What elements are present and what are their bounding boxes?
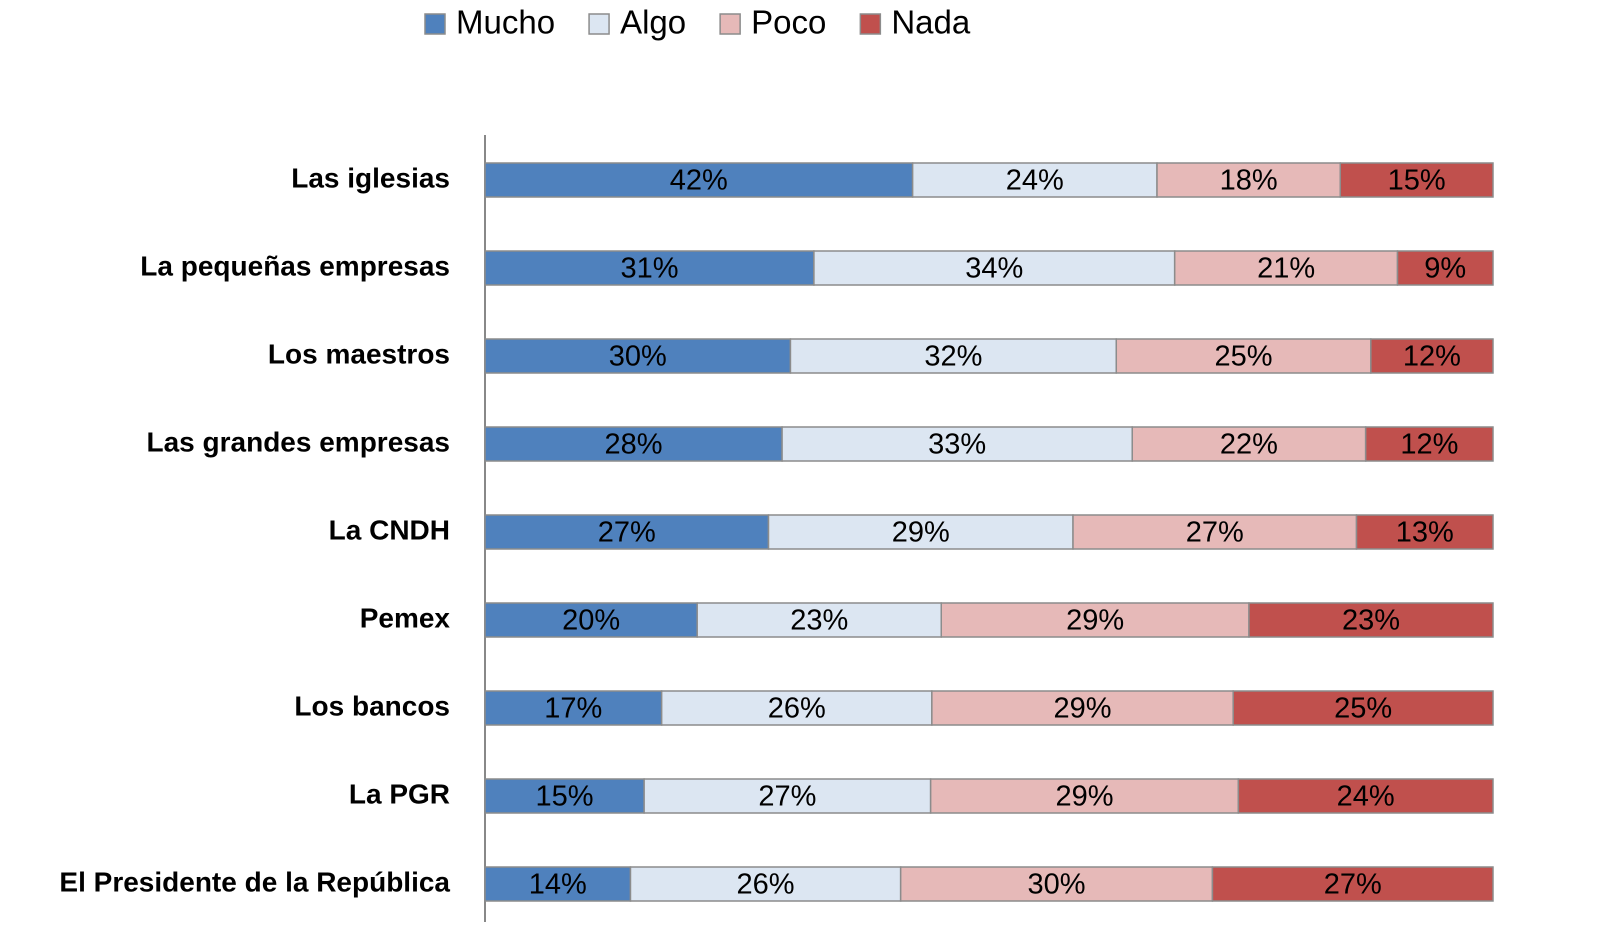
bar-segment	[813, 250, 1176, 286]
category-label: Los maestros	[268, 338, 450, 369]
value-label: 27%	[758, 781, 816, 813]
bar-segment	[931, 690, 1234, 726]
category-label: Los bancos	[294, 690, 450, 721]
bar-segment	[1339, 162, 1494, 198]
bar-segment	[1211, 866, 1494, 902]
bar-segment	[629, 866, 902, 902]
bar-segment	[1248, 602, 1494, 638]
value-label: 42%	[670, 165, 728, 197]
value-label: 27%	[598, 517, 656, 549]
bar-segment	[911, 162, 1158, 198]
bar-segment	[484, 338, 792, 374]
category-label: El Presidente de la República	[59, 866, 450, 897]
legend-swatch	[859, 13, 882, 35]
value-label: 25%	[1215, 341, 1273, 373]
category-label: Las grandes empresas	[147, 426, 451, 457]
category-label: La pequeñas empresas	[140, 250, 450, 281]
value-label: 12%	[1403, 341, 1461, 373]
bar-segment	[1396, 250, 1494, 286]
value-label: 21%	[1257, 253, 1315, 285]
value-label: 13%	[1396, 517, 1454, 549]
legend-swatch	[588, 13, 610, 35]
value-label: 12%	[1400, 429, 1458, 461]
bar-segment	[484, 514, 770, 550]
value-label: 34%	[965, 253, 1023, 285]
value-label: 32%	[924, 341, 982, 373]
value-label: 9%	[1424, 253, 1466, 285]
value-label: 24%	[1337, 781, 1395, 813]
bar-segment	[940, 602, 1250, 638]
bar-segment	[781, 426, 1133, 462]
value-label: 25%	[1334, 693, 1392, 725]
value-label: 27%	[1186, 517, 1244, 549]
value-label: 30%	[609, 341, 667, 373]
value-label: 15%	[536, 781, 594, 813]
legend-label: Mucho	[456, 4, 555, 41]
value-label: 29%	[1066, 605, 1124, 637]
category-label: Pemex	[360, 602, 451, 633]
value-label: 20%	[562, 605, 620, 637]
bar-segment	[789, 338, 1118, 374]
bar-segment	[899, 866, 1214, 902]
legend-label: Nada	[891, 4, 971, 41]
legend-swatch	[424, 13, 446, 35]
legend-label: Poco	[751, 4, 826, 41]
value-label: 26%	[737, 869, 795, 901]
legend-swatch	[719, 13, 741, 35]
category-label: Las iglesias	[291, 162, 450, 193]
value-label: 30%	[1028, 869, 1086, 901]
bar-segment	[1131, 426, 1367, 462]
bar-segment	[484, 778, 645, 814]
bar-segment	[643, 778, 932, 814]
value-label: 27%	[1324, 869, 1382, 901]
bar-segment	[1370, 338, 1494, 374]
bar-segment	[1156, 162, 1342, 198]
value-label: 29%	[1055, 781, 1113, 813]
bar-segment	[1232, 690, 1494, 726]
bar-segment	[1355, 514, 1494, 550]
value-label: 23%	[1342, 605, 1400, 637]
value-label: 31%	[620, 253, 678, 285]
bar-segment	[1237, 778, 1494, 814]
category-label: La PGR	[349, 778, 450, 809]
bar-segment	[484, 602, 698, 638]
value-label: 22%	[1220, 429, 1278, 461]
bar-segment	[1072, 514, 1358, 550]
value-label: 29%	[1054, 693, 1112, 725]
value-label: 29%	[892, 517, 950, 549]
legend-label: Algo	[620, 4, 686, 41]
category-label: La CNDH	[329, 514, 450, 545]
bar-segment	[484, 426, 783, 462]
bar-segment	[1364, 426, 1494, 462]
value-label: 14%	[529, 869, 587, 901]
value-label: 26%	[768, 693, 826, 725]
value-label: 18%	[1220, 165, 1278, 197]
value-label: 17%	[544, 693, 602, 725]
bar-segment	[1115, 338, 1372, 374]
bar-segment	[660, 690, 933, 726]
value-label: 33%	[928, 429, 986, 461]
bar-segment	[484, 866, 632, 902]
value-label: 23%	[790, 605, 848, 637]
bar-segment	[767, 514, 1074, 550]
value-label: 24%	[1006, 165, 1064, 197]
value-label: 28%	[605, 429, 663, 461]
value-label: 15%	[1388, 165, 1446, 197]
